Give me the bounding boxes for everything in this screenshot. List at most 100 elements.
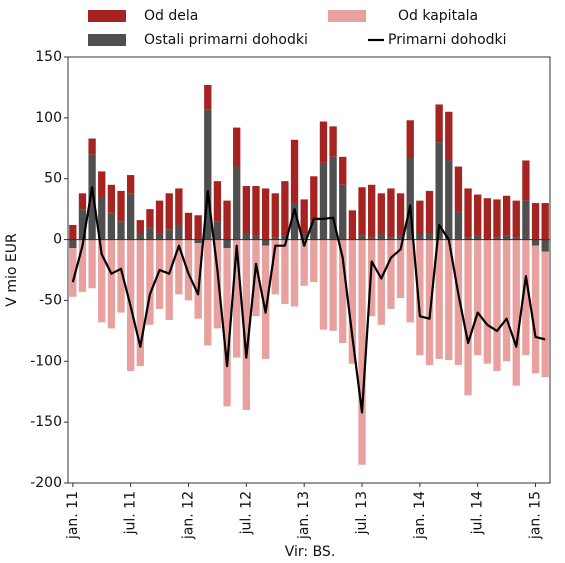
- bar: [194, 215, 202, 240]
- bar: [78, 193, 87, 210]
- bar: [300, 233, 308, 240]
- bar: [204, 239, 212, 346]
- bar: [252, 239, 260, 317]
- bar: [165, 193, 173, 230]
- bar: [107, 239, 116, 329]
- bar: [512, 239, 520, 386]
- bar: [213, 221, 222, 240]
- y-tick-label: 0: [53, 232, 62, 248]
- bar: [377, 233, 385, 240]
- bar: [329, 156, 337, 240]
- bar: [406, 239, 414, 323]
- bar: [464, 239, 472, 396]
- bar: [454, 239, 463, 365]
- bar: [377, 193, 385, 234]
- x-tick-label: jan. 15: [528, 491, 544, 540]
- bar: [531, 245, 540, 374]
- bar: [425, 190, 434, 234]
- bar: [425, 233, 434, 240]
- y-tick-label: 150: [35, 49, 62, 65]
- bar: [126, 193, 135, 240]
- x-tick-label: jan. 14: [412, 491, 428, 540]
- bar: [416, 239, 424, 356]
- bar: [474, 194, 482, 236]
- bar: [348, 239, 357, 364]
- bar: [213, 239, 222, 329]
- bar: [194, 239, 202, 244]
- bar: [242, 186, 251, 234]
- bar: [310, 176, 318, 222]
- y-tick-label: -150: [30, 414, 62, 430]
- bar: [184, 239, 193, 301]
- bar: [88, 154, 96, 240]
- bar: [483, 198, 492, 240]
- bar: [474, 235, 482, 240]
- bar: [387, 239, 395, 309]
- y-tick-label: 100: [35, 110, 62, 126]
- bar: [358, 239, 366, 465]
- bar: [300, 239, 308, 286]
- bar: [98, 239, 106, 323]
- bar: [310, 221, 318, 240]
- bar: [155, 233, 164, 240]
- bar: [522, 160, 530, 201]
- bar: [406, 120, 414, 159]
- y-tick-label: -200: [30, 475, 62, 491]
- bar: [107, 184, 116, 213]
- legend-swatch: [328, 10, 366, 22]
- x-tick-label: jan. 12: [181, 491, 197, 540]
- y-tick-label: 50: [44, 171, 62, 187]
- line: [71, 186, 546, 414]
- bar: [233, 239, 241, 358]
- bar: [242, 239, 251, 410]
- bar: [522, 239, 530, 356]
- bar: [435, 104, 443, 143]
- bar: [98, 196, 106, 240]
- bar: [213, 181, 222, 222]
- bar: [223, 248, 231, 407]
- bar: [281, 239, 289, 305]
- y-tick-label: -100: [30, 353, 62, 369]
- bar: [502, 195, 511, 236]
- bar: [445, 160, 453, 240]
- bar: [281, 181, 289, 236]
- bar: [165, 229, 173, 240]
- bar: [367, 184, 376, 238]
- bar: [136, 233, 144, 240]
- x-tick-label: jul. 13: [354, 491, 370, 535]
- x-tick-label: jan. 11: [65, 491, 81, 540]
- legend-label: Od dela: [144, 8, 198, 24]
- bar: [204, 109, 212, 240]
- bar: [261, 245, 270, 359]
- bar: [512, 237, 520, 240]
- bar: [493, 239, 501, 372]
- bar: [445, 111, 453, 161]
- bar: [155, 239, 164, 309]
- bar: [483, 239, 492, 364]
- bar: [396, 235, 405, 240]
- bar: [233, 166, 241, 240]
- bar: [290, 139, 299, 204]
- bar: [474, 239, 482, 356]
- bar: [290, 203, 299, 240]
- bar: [146, 227, 154, 240]
- bar: [136, 239, 144, 367]
- bar: [146, 239, 154, 325]
- legend-swatch: [88, 10, 126, 22]
- bar: [396, 193, 405, 236]
- bar: [454, 166, 463, 212]
- legend-label: Od kapitala: [398, 8, 478, 24]
- bar: [339, 239, 347, 344]
- legend-swatch: [88, 34, 126, 46]
- bar: [252, 186, 260, 236]
- bar: [319, 162, 328, 240]
- bar: [98, 171, 106, 197]
- bar: [194, 243, 202, 319]
- bar: [502, 239, 511, 362]
- legend-label: Ostali primarni dohodki: [144, 32, 308, 48]
- bar: [78, 239, 87, 292]
- x-tick-label: jul. 12: [238, 491, 254, 535]
- bar: [88, 138, 96, 155]
- bar: [78, 209, 87, 240]
